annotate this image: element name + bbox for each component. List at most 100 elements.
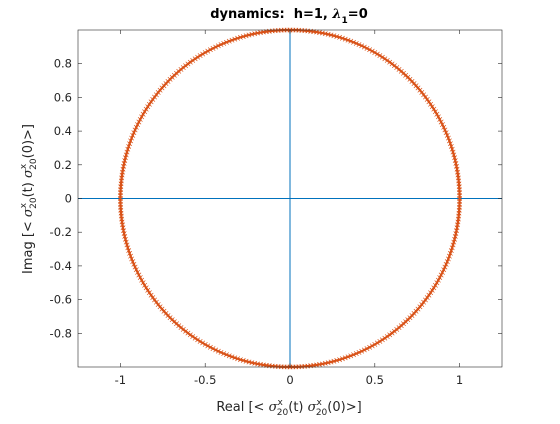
data-point-marker	[452, 155, 458, 161]
data-point-marker	[128, 253, 134, 259]
data-point-marker	[142, 282, 148, 288]
x-label-superscript: x	[277, 398, 283, 408]
data-point-marker	[215, 43, 221, 49]
x-label-prefix: Real [<	[216, 400, 268, 415]
data-point-marker	[192, 56, 198, 62]
data-point-marker	[457, 198, 463, 204]
data-point-marker	[445, 135, 451, 141]
y-tick-label: 0.8	[54, 57, 72, 71]
data-point-marker	[438, 119, 444, 125]
data-point-marker	[319, 361, 325, 367]
data-point-marker	[232, 36, 238, 42]
x-label-middle: (t)	[288, 400, 307, 415]
data-point-marker	[423, 94, 428, 100]
data-point-marker	[226, 353, 232, 359]
data-point-marker	[369, 48, 375, 54]
x-tick-label: 0.5	[366, 373, 384, 387]
title-symbol: λ	[331, 7, 341, 22]
data-point-marker	[258, 30, 263, 36]
data-point-marker	[351, 352, 356, 358]
data-point-marker	[453, 231, 459, 236]
data-point-marker	[325, 360, 331, 366]
data-point-marker	[359, 43, 365, 49]
data-point-marker	[334, 34, 340, 39]
data-point-marker	[372, 50, 378, 56]
data-point-marker	[443, 261, 449, 267]
data-point-marker	[434, 280, 440, 286]
data-point-marker	[130, 132, 136, 138]
data-point-marker	[133, 124, 139, 130]
data-point-marker	[379, 337, 385, 343]
data-point-marker	[142, 109, 148, 115]
y-label-symbol: σ	[21, 207, 36, 217]
y-tick-label: -0.4	[50, 259, 72, 273]
data-point-marker	[428, 101, 434, 107]
data-point-marker	[424, 295, 430, 300]
data-point-marker	[429, 104, 435, 110]
y-tick-label: 0.6	[54, 90, 72, 104]
data-point-marker	[126, 143, 132, 149]
data-point-marker	[452, 233, 458, 239]
data-point-marker	[124, 242, 130, 248]
title-main: dynamics: h=1,	[210, 7, 332, 22]
x-axis-ticks: -1 -0.5 0 0.5 1	[115, 30, 463, 387]
data-point-marker	[207, 47, 213, 53]
data-point-marker	[367, 344, 373, 350]
data-point-marker	[356, 42, 362, 48]
data-point-marker	[213, 44, 219, 50]
data-point-marker	[187, 332, 193, 338]
data-point-marker	[389, 61, 395, 67]
data-point-marker	[122, 236, 128, 242]
data-point-marker	[240, 358, 246, 363]
data-point-marker	[322, 360, 328, 366]
data-point-marker	[185, 61, 191, 67]
data-point-marker	[446, 253, 452, 259]
data-point-marker	[145, 287, 151, 293]
data-point-marker	[449, 146, 455, 152]
data-point-marker	[205, 48, 211, 54]
data-point-marker	[387, 332, 393, 338]
x-label-subscript2: 20	[316, 408, 328, 418]
y-label-superscript: x	[19, 202, 29, 208]
data-point-marker	[129, 135, 135, 141]
data-point-marker	[224, 39, 229, 45]
data-point-marker	[255, 361, 261, 367]
data-point-marker	[140, 111, 146, 117]
data-point-marker	[190, 334, 196, 339]
data-point-marker	[359, 348, 365, 354]
data-point-marker	[122, 158, 128, 164]
data-point-marker	[391, 63, 397, 69]
data-point-marker	[152, 94, 157, 100]
x-tick-label: 0	[286, 373, 293, 387]
data-point-marker	[136, 272, 142, 278]
data-point-marker	[226, 38, 232, 44]
data-point-marker	[429, 287, 435, 293]
data-point-marker	[121, 231, 127, 236]
y-tick-label: 0.4	[54, 124, 72, 138]
data-point-marker	[431, 285, 437, 291]
data-point-marker	[424, 97, 430, 102]
data-point-marker	[439, 269, 445, 275]
data-point-marker	[148, 292, 154, 298]
data-point-marker	[328, 32, 334, 38]
data-point-marker	[431, 106, 437, 112]
data-point-marker	[210, 346, 216, 352]
data-point-marker	[133, 267, 139, 273]
data-point-marker	[426, 99, 432, 105]
data-point-marker	[243, 33, 249, 39]
data-point-marker	[434, 111, 440, 117]
data-point-marker	[367, 47, 373, 53]
data-point-marker	[377, 53, 383, 59]
data-point-marker	[146, 290, 152, 296]
data-point-marker	[200, 51, 206, 57]
x-label-symbol: σ	[269, 400, 279, 415]
data-point-marker	[218, 349, 224, 355]
data-point-marker	[243, 358, 249, 364]
data-point-marker	[125, 245, 131, 251]
data-point-marker	[200, 340, 206, 346]
x-axis-label: Real [< σx 20(t) σx 20(0)>]	[216, 398, 361, 418]
data-point-marker	[137, 116, 143, 122]
data-point-marker	[361, 44, 367, 50]
